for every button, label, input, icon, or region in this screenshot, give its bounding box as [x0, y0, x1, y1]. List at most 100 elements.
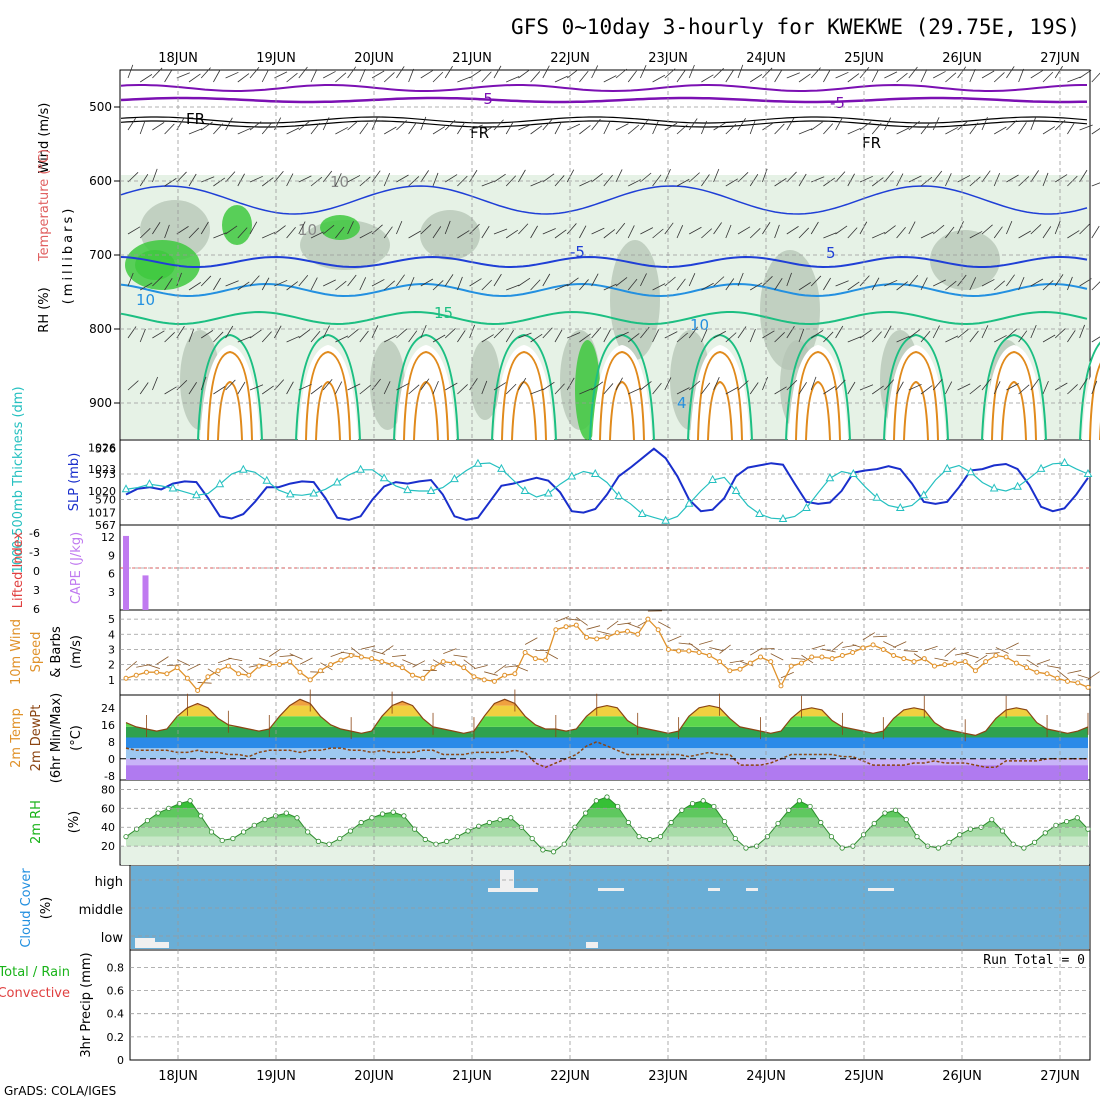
wind-barb [139, 227, 151, 239]
wind-point [338, 657, 344, 663]
wind-barb [688, 172, 700, 183]
wind-barb [969, 330, 979, 343]
wind-barb [505, 121, 514, 135]
wind-barb [810, 67, 821, 79]
wind-barb [249, 121, 262, 131]
wind-barb [688, 380, 701, 391]
wind-barb [847, 281, 860, 291]
rh-point [508, 815, 514, 821]
wind-barb [762, 222, 771, 235]
wind-barb [554, 75, 568, 83]
wind-barb [798, 227, 810, 239]
rh-point [625, 819, 631, 826]
wind-point [328, 662, 334, 668]
contour-label: 15 [434, 304, 453, 322]
wind-barb [200, 221, 209, 235]
temp-tick-24: 24 [101, 702, 115, 715]
wind-barb [530, 225, 538, 239]
contour-20 [403, 350, 449, 441]
wind-barb [786, 72, 800, 79]
temp-band [126, 758, 1088, 766]
wind-barb [1054, 220, 1061, 235]
wind-barb [261, 69, 269, 83]
wind-label-b: Speed [29, 632, 44, 673]
bottom-date-labels: 18JUN 19JUN 20JUN 21JUN 22JUN 23JUN 24JUN 25JUN… [158, 1069, 1080, 1084]
wind-point [430, 665, 436, 671]
thickness-point [708, 474, 717, 483]
pressure-tick-600: 600 [89, 174, 112, 188]
wind-barb [786, 117, 795, 131]
wind-barb [164, 331, 175, 343]
wind-point [491, 678, 497, 684]
wind-barb [371, 70, 385, 79]
thickness-point [309, 488, 319, 497]
wind-barb [347, 383, 361, 391]
temp-band [126, 705, 1088, 717]
wind-barb [859, 275, 870, 287]
wind-barb [457, 384, 468, 395]
wind-barb [627, 225, 635, 239]
wind-barb [896, 72, 908, 83]
rh-point [828, 834, 835, 840]
bottom-date-19JUN: 19JUN [256, 1069, 296, 1084]
wind-barb [896, 335, 910, 343]
thickness-label: 1000-500mb Thickness (dm) [11, 386, 26, 573]
thickness-point [1036, 463, 1046, 472]
wind-barb [444, 65, 453, 79]
wind-barb [823, 232, 837, 239]
wind-barb [371, 325, 379, 339]
wind-barb [701, 174, 710, 187]
rh-shade-green [320, 215, 360, 240]
rh-point [636, 834, 642, 840]
wind-barb-10m [944, 647, 956, 657]
wind-barb [908, 383, 922, 391]
wind-barb [530, 180, 544, 187]
wind-point [184, 675, 190, 681]
wind-barb [237, 173, 245, 187]
wind-barb [932, 325, 940, 339]
precip-convective-label: Convective [0, 986, 70, 1001]
wind-point [737, 666, 743, 672]
thickness-point [1083, 468, 1093, 477]
rh-point [796, 798, 803, 804]
wind-barb [749, 328, 756, 343]
wind-barb [993, 280, 1006, 291]
wind-barb [579, 388, 593, 395]
wind-barb [884, 225, 896, 235]
wind-point [174, 665, 180, 671]
wind-label-a: 10m Wind [9, 619, 24, 685]
thickness-tick-573: 573 [95, 468, 116, 481]
wind-barb [505, 329, 514, 343]
wind-barb [1042, 334, 1056, 343]
wind-barb [945, 173, 952, 187]
wind-barb [444, 174, 458, 183]
wind-barb [518, 277, 531, 287]
contour-15 [785, 333, 851, 441]
thickness-point [426, 485, 436, 494]
wind-barb [384, 335, 397, 343]
wind-barb [383, 72, 395, 83]
wind-label-d: (m/s) [69, 635, 84, 669]
thickness-point [215, 479, 225, 488]
thickness-point [825, 473, 835, 482]
wind-barb [481, 334, 494, 343]
rh2m-unit: (%) [67, 811, 82, 834]
wind-barb-10m [555, 616, 569, 623]
rh-tick-60: 60 [101, 802, 115, 815]
rh-point [732, 835, 738, 842]
rh-point [369, 815, 375, 821]
wind-barb [762, 275, 773, 287]
contour-25 [609, 380, 635, 441]
wind-point [277, 662, 283, 668]
wind-barb [493, 273, 502, 287]
warm-bubble [298, 345, 358, 440]
wind-barb [847, 381, 856, 395]
wind-barb [518, 69, 530, 79]
wind-barb [505, 175, 517, 187]
wind-barb [1018, 230, 1031, 239]
contour-10 [120, 282, 1088, 298]
wind-barb [835, 379, 846, 391]
wind-barb [530, 333, 543, 343]
rh-point [444, 838, 450, 844]
wind-barb [274, 325, 282, 339]
